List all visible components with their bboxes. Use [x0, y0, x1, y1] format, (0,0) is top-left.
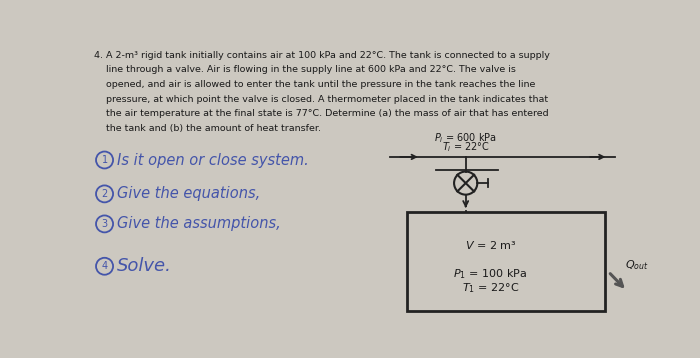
- Text: Give the equations,: Give the equations,: [117, 187, 260, 202]
- Text: $T_i$ = 22°C: $T_i$ = 22°C: [442, 140, 490, 154]
- Text: 2: 2: [102, 189, 108, 199]
- Text: the air temperature at the final state is 77°C. Determine (a) the mass of air th: the air temperature at the final state i…: [94, 109, 548, 118]
- Text: $V$ = 2 m³: $V$ = 2 m³: [465, 240, 516, 251]
- Text: the tank and (b) the amount of heat transfer.: the tank and (b) the amount of heat tran…: [94, 124, 321, 133]
- Text: $P_i$ = 600 kPa: $P_i$ = 600 kPa: [434, 132, 497, 145]
- Text: $Q_{out}$: $Q_{out}$: [624, 258, 648, 272]
- Text: $P_1$ = 100 kPa: $P_1$ = 100 kPa: [454, 267, 528, 281]
- Bar: [407, 212, 606, 311]
- Text: $T_1$ = 22°C: $T_1$ = 22°C: [462, 281, 519, 295]
- Text: Is it open or close system.: Is it open or close system.: [117, 153, 309, 168]
- Text: Solve.: Solve.: [117, 257, 172, 275]
- Text: line through a valve. Air is flowing in the supply line at 600 kPa and 22°C. The: line through a valve. Air is flowing in …: [94, 65, 516, 74]
- Text: pressure, at which point the valve is closed. A thermometer placed in the tank i: pressure, at which point the valve is cl…: [94, 95, 548, 103]
- Text: 4: 4: [102, 261, 108, 271]
- Text: opened, and air is allowed to enter the tank until the pressure in the tank reac: opened, and air is allowed to enter the …: [94, 80, 535, 89]
- Text: 1: 1: [102, 155, 108, 165]
- Text: Give the assumptions,: Give the assumptions,: [117, 216, 281, 231]
- Text: 4. A 2-m³ rigid tank initially contains air at 100 kPa and 22°C. The tank is con: 4. A 2-m³ rigid tank initially contains …: [94, 51, 550, 60]
- Text: 3: 3: [102, 219, 108, 229]
